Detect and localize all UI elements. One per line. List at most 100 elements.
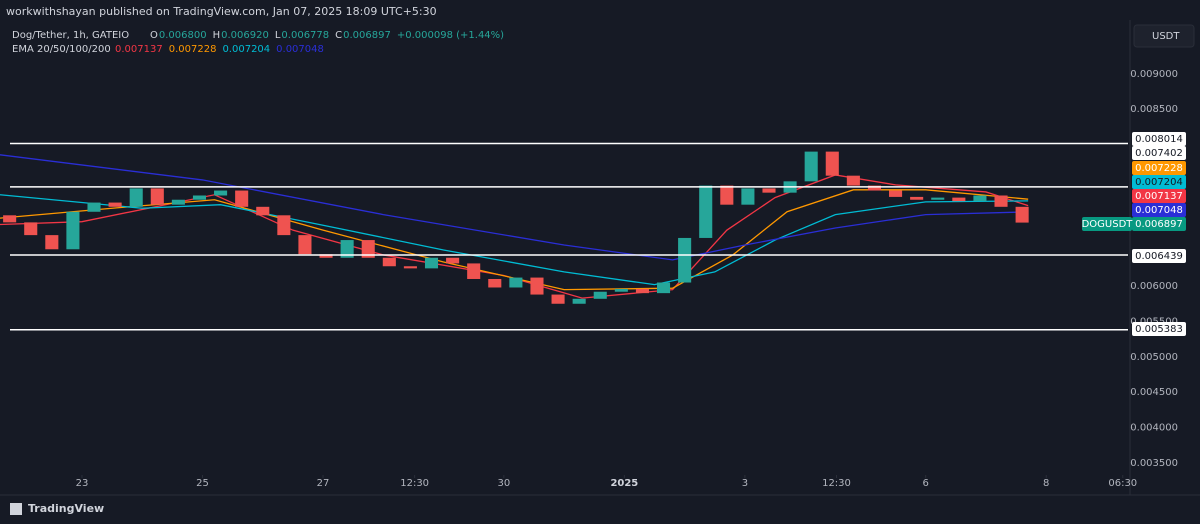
- price-tag-label: 0.007137: [1135, 191, 1183, 202]
- ema-line: [0, 174, 1029, 299]
- ema-legend-value: 0.007204: [222, 44, 270, 55]
- symbol-tag: [1082, 217, 1132, 231]
- y-tick-label: 0.008500: [1130, 104, 1178, 115]
- x-tick-label: 25: [196, 478, 209, 489]
- candle: [551, 294, 565, 304]
- currency[interactable]: USDT: [1152, 31, 1180, 42]
- currency-button[interactable]: [1133, 24, 1195, 48]
- ema-line: [0, 194, 1029, 286]
- ema-legend-value: 0.007228: [169, 44, 217, 55]
- indicator: EMA 20/50/100/200: [12, 44, 111, 55]
- candle: [277, 215, 291, 236]
- candle: [656, 282, 671, 294]
- candle: [530, 277, 544, 295]
- x-tick-label: 23: [76, 478, 89, 489]
- y-tick-label: 0.005500: [1130, 316, 1178, 327]
- candle: [804, 151, 818, 182]
- candle: [635, 288, 649, 294]
- ohlc-part: C: [335, 30, 342, 41]
- candle: [150, 188, 164, 205]
- candle: [593, 291, 607, 299]
- candle: [129, 188, 143, 207]
- y-tick-label: 0.009000: [1130, 69, 1178, 80]
- candle: [952, 197, 966, 202]
- published: workwithshayan published on TradingView.…: [6, 5, 437, 18]
- price-tag: [1132, 217, 1186, 231]
- candle: [488, 278, 502, 288]
- candle: [973, 195, 987, 202]
- candle: [3, 215, 17, 223]
- candle: [256, 206, 270, 216]
- candle: [171, 199, 185, 205]
- y-tick-label: 0.004500: [1130, 387, 1178, 398]
- candle: [1015, 206, 1029, 223]
- symbol-tag-label: DOGUSDT: [1082, 219, 1134, 230]
- y-tick-label: 0.003500: [1130, 458, 1178, 469]
- price-tag: [1132, 175, 1186, 189]
- candle: [66, 211, 80, 250]
- candle: [24, 222, 38, 236]
- price-tag: [1132, 146, 1186, 160]
- ohlc-part: +0.000098 (+1.44%): [397, 30, 504, 41]
- price-tag-label: 0.005383: [1135, 324, 1183, 335]
- price-tag-label: 0.007048: [1135, 205, 1183, 216]
- candle: [867, 185, 882, 191]
- price-tag: [1132, 189, 1186, 203]
- ohlc-part: O: [150, 30, 158, 41]
- x-tick-label: 27: [317, 478, 330, 489]
- price-tag-label: 0.007228: [1135, 163, 1183, 174]
- ohlc-part: 0.006897: [343, 30, 391, 41]
- x-tick-label: 30: [497, 478, 510, 489]
- candle: [846, 175, 860, 186]
- price-tag: [1132, 249, 1186, 263]
- candle: [214, 190, 228, 196]
- ohlc-part: H: [213, 30, 221, 41]
- candle: [319, 254, 333, 258]
- price-tag: [1132, 203, 1186, 217]
- x-tick-label: 3: [742, 478, 748, 489]
- candle: [825, 151, 839, 176]
- ema-legend-value: 0.007137: [115, 44, 163, 55]
- candle: [340, 240, 354, 258]
- price-tag: [1132, 132, 1186, 146]
- ema-legend-value: 0.007048: [276, 44, 324, 55]
- x-tick-label: 12:30: [822, 478, 851, 489]
- price-tag: [1132, 161, 1186, 175]
- candle: [889, 190, 903, 197]
- candle: [298, 235, 312, 255]
- ema-line: [0, 154, 1029, 261]
- candle: [572, 298, 586, 304]
- candle: [614, 288, 628, 292]
- candle: [931, 197, 945, 200]
- y-tick-label: 0.005000: [1130, 352, 1178, 363]
- candle: [45, 235, 59, 250]
- brand: TradingView: [28, 502, 104, 515]
- candle: [678, 237, 692, 283]
- ohlc-part: 0.006800: [159, 30, 207, 41]
- ema-line: [0, 189, 1029, 291]
- candle: [403, 266, 417, 269]
- price-tag-label: 0.007402: [1135, 148, 1183, 159]
- y-tick-label: 0.006000: [1130, 281, 1178, 292]
- candle: [382, 257, 396, 267]
- price-tag-label: 0.007204: [1135, 177, 1183, 188]
- candle: [910, 196, 924, 200]
- x-tick-label: 8: [1043, 478, 1049, 489]
- candle: [762, 188, 776, 193]
- candle: [361, 240, 375, 258]
- price-tag: [1132, 322, 1186, 336]
- x-tick-label: 12:30: [400, 478, 429, 489]
- x-tick-label: 06:30: [1108, 478, 1137, 489]
- candle: [424, 257, 439, 269]
- price-tag-label: 0.008014: [1135, 134, 1183, 145]
- x-tick-label: 6: [923, 478, 929, 489]
- candle: [235, 190, 249, 207]
- candle: [994, 195, 1008, 207]
- ohlc-part: 0.006778: [281, 30, 329, 41]
- candle: [720, 185, 734, 205]
- y-tick-label: 0.004000: [1130, 423, 1178, 434]
- price-tag-label: 0.006439: [1135, 251, 1183, 262]
